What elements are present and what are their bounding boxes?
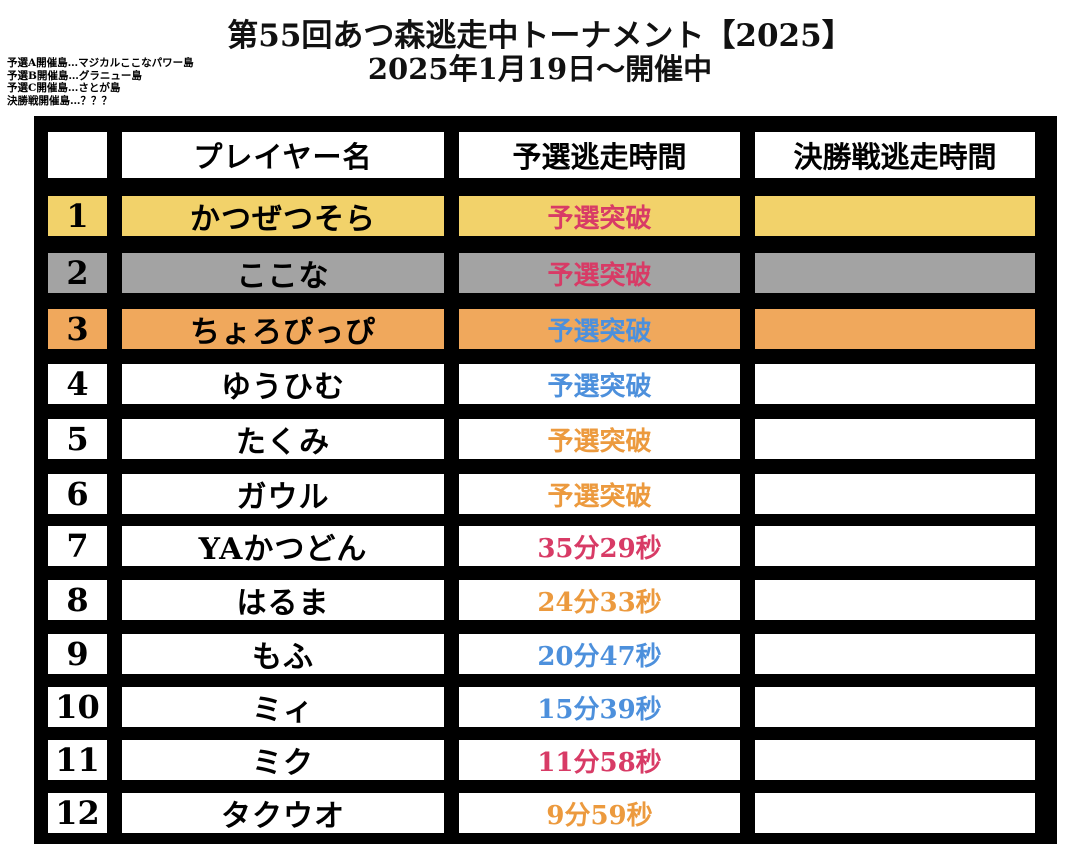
final-time-cell xyxy=(755,580,1035,620)
final-time-cell xyxy=(755,474,1035,514)
table-row: 2 ここな 予選突破 xyxy=(34,253,1057,293)
prelim-time-cell: 35分29秒 xyxy=(459,526,740,566)
rank-cell: 9 xyxy=(48,634,107,674)
table-row: 4 ゆうひむ 予選突破 xyxy=(34,364,1057,404)
rank-cell: 10 xyxy=(48,687,107,727)
prelim-time-cell: 予選突破 xyxy=(459,419,740,459)
player-name-cell: ミク xyxy=(122,740,444,780)
rank-cell: 8 xyxy=(48,580,107,620)
player-name-cell: タクウオ xyxy=(122,793,444,833)
player-name-cell: かつぜつそら xyxy=(122,196,444,236)
rank-cell: 7 xyxy=(48,526,107,566)
prelim-time-cell: 15分39秒 xyxy=(459,687,740,727)
table-row: 3 ちょろぴっぴ 予選突破 xyxy=(34,309,1057,349)
page-title: 第55回あつ森逃走中トーナメント【2025】 xyxy=(227,18,853,54)
rank-cell: 1 xyxy=(48,196,107,236)
player-name-cell: たくみ xyxy=(122,419,444,459)
note-line: 予選A開催島…マジカルここなパワー島 xyxy=(7,57,194,69)
player-name-cell: はるま xyxy=(122,580,444,620)
player-name-cell: ゆうひむ xyxy=(122,364,444,404)
rank-cell: 6 xyxy=(48,474,107,514)
prelim-time-cell: 24分33秒 xyxy=(459,580,740,620)
final-time-cell xyxy=(755,364,1035,404)
page-subtitle-date: 2025年1月19日〜開催中 xyxy=(367,52,713,86)
player-name-cell: YAかつどん xyxy=(122,526,444,566)
player-name-cell: もふ xyxy=(122,634,444,674)
table-row: 12 タクウオ 9分59秒 xyxy=(34,793,1057,833)
table-row: 9 もふ 20分47秒 xyxy=(34,634,1057,674)
rank-cell: 4 xyxy=(48,364,107,404)
final-time-cell xyxy=(755,740,1035,780)
table-row: 8 はるま 24分33秒 xyxy=(34,580,1057,620)
header-rank-cell xyxy=(48,132,107,178)
final-time-cell xyxy=(755,634,1035,674)
table-row: 6 ガウル 予選突破 xyxy=(34,474,1057,514)
header-final-time: 決勝戦逃走時間 xyxy=(755,132,1035,178)
prelim-time-cell: 20分47秒 xyxy=(459,634,740,674)
table-row: 5 たくみ 予選突破 xyxy=(34,419,1057,459)
final-time-cell xyxy=(755,687,1035,727)
final-time-cell xyxy=(755,793,1035,833)
table-row: 1 かつぜつそら 予選突破 xyxy=(34,196,1057,236)
prelim-time-cell: 11分58秒 xyxy=(459,740,740,780)
island-notes: 予選A開催島…マジカルここなパワー島 予選B開催島…グラニュー島 予選C開催島…… xyxy=(7,57,194,107)
note-line: 予選C開催島…さとが島 xyxy=(7,82,121,94)
table-row: 11 ミク 11分58秒 xyxy=(34,740,1057,780)
player-name-cell: ガウル xyxy=(122,474,444,514)
final-time-cell xyxy=(755,253,1035,293)
final-time-cell xyxy=(755,196,1035,236)
header-prelim-time: 予選逃走時間 xyxy=(459,132,740,178)
final-time-cell xyxy=(755,309,1035,349)
table-row: 10 ミィ 15分39秒 xyxy=(34,687,1057,727)
table-header-row: プレイヤー名 予選逃走時間 決勝戦逃走時間 xyxy=(34,132,1057,178)
prelim-time-cell: 予選突破 xyxy=(459,253,740,293)
header-player-name: プレイヤー名 xyxy=(122,132,444,178)
ranking-table: プレイヤー名 予選逃走時間 決勝戦逃走時間 1 かつぜつそら 予選突破 2 ここな 予選突… xyxy=(34,116,1057,844)
rank-cell: 2 xyxy=(48,253,107,293)
prelim-time-cell: 予選突破 xyxy=(459,196,740,236)
rank-cell: 12 xyxy=(48,793,107,833)
note-line: 決勝戦開催島…？？？ xyxy=(7,94,112,107)
player-name-cell: ミィ xyxy=(122,687,444,727)
player-name-cell: ここな xyxy=(122,253,444,293)
prelim-time-cell: 予選突破 xyxy=(459,474,740,514)
final-time-cell xyxy=(755,419,1035,459)
rank-cell: 5 xyxy=(48,419,107,459)
prelim-time-cell: 予選突破 xyxy=(459,309,740,349)
final-time-cell xyxy=(755,526,1035,566)
rank-cell: 11 xyxy=(48,740,107,780)
player-name-cell: ちょろぴっぴ xyxy=(122,309,444,349)
table-row: 7 YAかつどん 35分29秒 xyxy=(34,526,1057,566)
note-line: 予選B開催島…グラニュー島 xyxy=(7,69,142,82)
prelim-time-cell: 9分59秒 xyxy=(459,793,740,833)
prelim-time-cell: 予選突破 xyxy=(459,364,740,404)
rank-cell: 3 xyxy=(48,309,107,349)
